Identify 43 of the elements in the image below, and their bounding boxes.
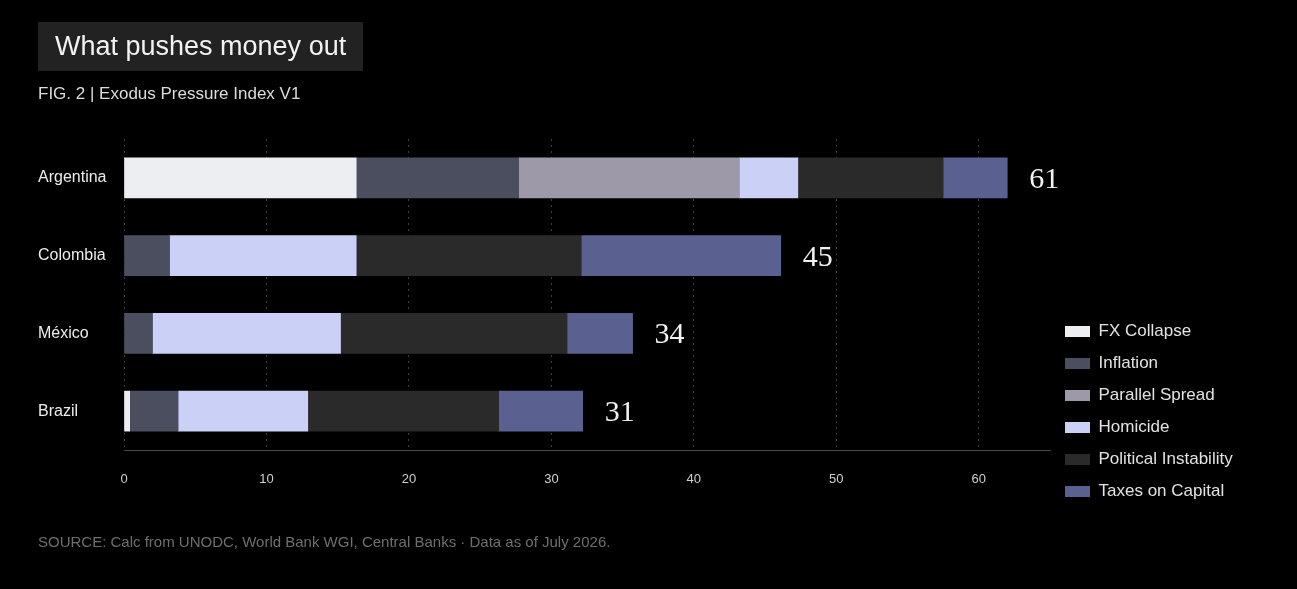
legend-label: Parallel Spread [1098, 385, 1215, 405]
y-tick-label: Brazil [38, 401, 79, 419]
bar [124, 390, 131, 432]
legend-label: Homicide [1098, 417, 1170, 437]
bar [129, 390, 179, 432]
bar [355, 235, 582, 276]
x-tick-label: 20 [401, 471, 417, 487]
bar [580, 235, 782, 276]
bar [177, 390, 309, 432]
x-tick-label: 0 [120, 471, 128, 487]
bar [797, 157, 944, 199]
source-note: SOURCE: Calc from UNODC, World Bank WGI, Central Banks · Data as of July 2026. [38, 533, 611, 550]
bar [124, 235, 170, 276]
total-label: 31 [604, 394, 635, 427]
bar [169, 235, 357, 276]
legend-label: FX Collapse [1098, 321, 1192, 341]
bar [152, 313, 341, 354]
total-label: 45 [802, 238, 833, 272]
bar [498, 390, 584, 432]
legend-label: Inflation [1098, 353, 1159, 373]
bar [340, 313, 568, 354]
y-tick-label: Colombia [38, 246, 106, 264]
chart-subtitle: FIG. 2 | Exodus Pressure Index V1 [38, 84, 301, 104]
y-tick-label: Argentina [38, 168, 107, 186]
bar [739, 157, 799, 199]
legend-label: Political Instability [1098, 449, 1234, 469]
total-label: 61 [1029, 160, 1060, 194]
x-tick-label: 50 [829, 471, 844, 487]
x-tick-label: 30 [544, 471, 559, 487]
bar [124, 157, 357, 199]
bar [942, 157, 1008, 199]
x-tick-label: 40 [686, 471, 702, 487]
x-tick-label: 10 [259, 471, 274, 487]
bar [566, 313, 633, 354]
bar [307, 390, 499, 432]
legend-label: Taxes on Capital [1098, 481, 1225, 501]
y-tick-label: México [38, 323, 89, 341]
chart-title: What pushes money out [55, 31, 347, 62]
bar [124, 313, 153, 354]
total-label: 34 [654, 316, 685, 350]
bar [518, 157, 740, 199]
bar [355, 157, 519, 199]
x-tick-label: 60 [971, 471, 986, 487]
